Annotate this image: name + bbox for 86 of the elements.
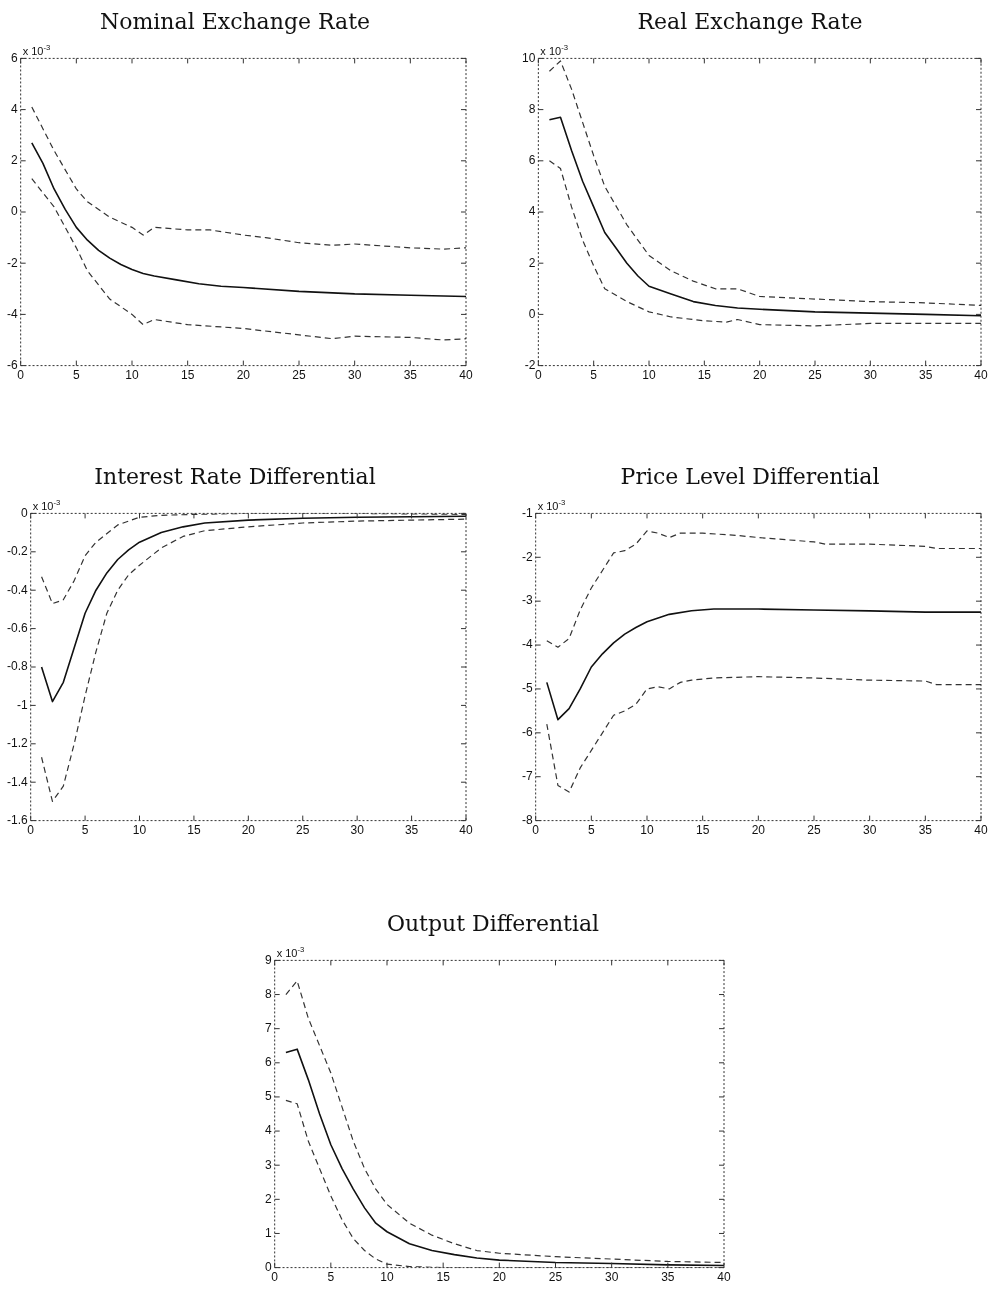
y-tick-label: -2 <box>7 255 18 270</box>
x-tick-label: 10 <box>642 368 656 383</box>
chart-title: Price Level Differential <box>620 463 880 489</box>
x-tick-label: 25 <box>292 368 306 383</box>
y-tick-label: -1.4 <box>6 774 28 789</box>
x-tick-label: 20 <box>236 368 251 383</box>
x-tick-label: 30 <box>862 823 877 838</box>
y-tick-label: -0.6 <box>6 620 28 635</box>
x-tick-label: 20 <box>751 823 766 838</box>
y-tick-label: -1.6 <box>6 812 28 827</box>
y-tick-label: 8 <box>264 986 272 1001</box>
y-tick-label: -1 <box>522 505 533 520</box>
y-tick-label: -2 <box>522 549 533 564</box>
y-tick-label: 1 <box>264 1225 272 1240</box>
x-tick-label: 15 <box>436 1270 451 1285</box>
y-tick-label: -6 <box>522 725 533 740</box>
y-tick-label: -6 <box>7 357 18 372</box>
y-tick-label: 9 <box>264 952 272 967</box>
chart-title: Output Differential <box>386 910 600 936</box>
y-tick-label: -0.2 <box>6 544 28 559</box>
y-tick-label: 0 <box>20 505 28 520</box>
x-tick-label: 15 <box>187 823 201 838</box>
chart-title: Interest Rate Differential <box>94 463 376 489</box>
x-tick-label: 40 <box>459 368 473 383</box>
y-tick-label: 3 <box>264 1157 272 1172</box>
x-tick-label: 10 <box>125 368 139 383</box>
y-tick-label: 2 <box>528 255 536 270</box>
y-tick-label: 2 <box>264 1191 272 1206</box>
x-tick-label: 10 <box>132 823 147 838</box>
x-tick-label: 30 <box>863 368 878 383</box>
x-tick-label: 20 <box>752 368 767 383</box>
y-tick-label: 0 <box>264 1259 272 1274</box>
x-tick-label: 25 <box>296 823 310 838</box>
x-tick-label: 5 <box>72 368 80 383</box>
y-tick-label: 6 <box>264 1055 272 1070</box>
x-tick-label: 25 <box>808 368 822 383</box>
x-tick-label: 30 <box>604 1270 619 1285</box>
y-tick-label: -0.8 <box>6 659 28 674</box>
x-tick-label: 25 <box>548 1270 563 1285</box>
chart-title: Nominal Exchange Rate <box>99 8 371 34</box>
x-tick-label: 40 <box>459 823 473 838</box>
y-tick-label: -2 <box>524 357 536 372</box>
y-tick-label: -7 <box>522 769 533 784</box>
y-tick-label: 4 <box>264 1123 272 1138</box>
y-tick-label: -8 <box>522 812 533 827</box>
y-tick-label: 6 <box>528 153 536 168</box>
y-tick-label: 2 <box>10 153 18 168</box>
x-tick-label: 5 <box>590 368 598 383</box>
x-tick-label: 35 <box>403 368 418 383</box>
x-tick-label: 10 <box>640 823 654 838</box>
x-tick-label: 35 <box>918 823 933 838</box>
x-tick-label: 20 <box>492 1270 507 1285</box>
y-tick-label: 4 <box>10 101 18 116</box>
x-tick-label: 15 <box>697 368 712 383</box>
y-tick-label: -5 <box>522 681 533 696</box>
x-tick-label: 25 <box>807 823 821 838</box>
x-tick-label: 40 <box>974 368 988 383</box>
y-tick-label: -1 <box>17 697 28 712</box>
x-tick-label: 15 <box>180 368 195 383</box>
x-tick-label: 5 <box>587 823 595 838</box>
x-tick-label: 35 <box>404 823 419 838</box>
x-tick-label: 40 <box>974 823 988 838</box>
y-tick-label: -0.4 <box>6 582 28 597</box>
x-tick-label: 10 <box>380 1270 394 1285</box>
x-tick-label: 40 <box>717 1270 731 1285</box>
chart-title: Real Exchange Rate <box>637 8 863 34</box>
x-tick-label: 20 <box>241 823 256 838</box>
y-tick-label: -3 <box>522 593 533 608</box>
x-tick-label: 5 <box>81 823 89 838</box>
x-tick-label: 30 <box>347 368 362 383</box>
y-tick-label: -4 <box>522 637 533 652</box>
x-tick-label: 5 <box>327 1270 335 1285</box>
x-tick-label: 35 <box>918 368 933 383</box>
y-tick-label: 7 <box>264 1020 272 1035</box>
y-tick-label: 10 <box>521 50 536 65</box>
y-tick-label: 6 <box>10 50 18 65</box>
y-tick-label: 4 <box>528 204 536 219</box>
y-tick-label: 5 <box>264 1089 272 1104</box>
y-tick-label: -4 <box>7 306 18 321</box>
y-tick-label: 0 <box>10 204 18 219</box>
y-tick-label: 8 <box>528 101 536 116</box>
y-tick-label: -1.2 <box>6 736 28 751</box>
x-tick-label: 15 <box>695 823 710 838</box>
y-tick-label: 0 <box>528 306 536 321</box>
x-tick-label: 30 <box>350 823 365 838</box>
x-tick-label: 35 <box>661 1270 675 1285</box>
